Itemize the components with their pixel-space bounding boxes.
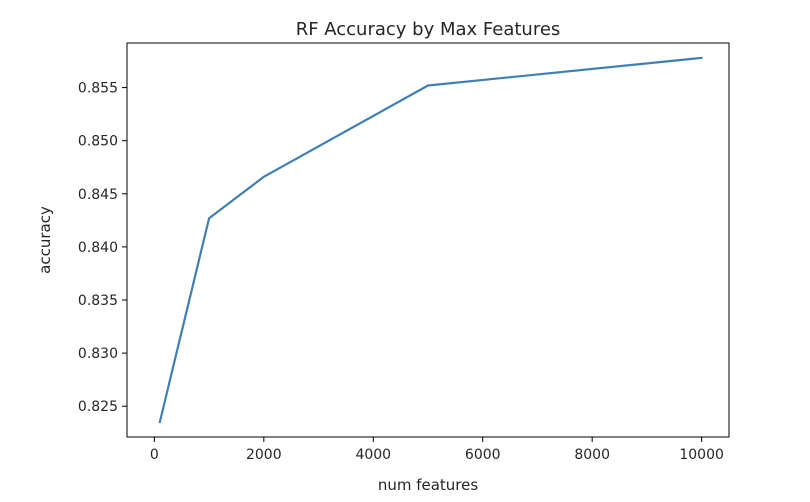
y-axis-ticks: 0.825 0.830 0.835 0.840 0.845 0.850 0.855	[78, 81, 127, 415]
x-tick-label: 10000	[679, 447, 724, 463]
accuracy-series-line	[158, 56, 703, 424]
y-tick-label: 0.830	[78, 346, 118, 362]
x-tick-label: 2000	[246, 447, 282, 463]
y-tick-label: 0.845	[78, 187, 118, 203]
y-tick-label: 0.825	[78, 399, 118, 415]
y-tick-label: 0.840	[78, 240, 118, 256]
x-tick-label: 6000	[465, 447, 501, 463]
y-axis-label: accuracy	[36, 206, 54, 274]
y-tick-label: 0.835	[78, 293, 118, 309]
x-axis-label: num features	[378, 476, 479, 494]
chart-title: RF Accuracy by Max Features	[296, 19, 561, 40]
x-tick-label: 8000	[574, 447, 610, 463]
x-axis-ticks: 0 2000 4000 6000 8000 10000	[150, 437, 724, 463]
y-tick-label: 0.855	[78, 81, 118, 97]
x-tick-label: 0	[150, 447, 159, 463]
y-tick-label: 0.850	[78, 134, 118, 150]
plot-frame	[126, 42, 730, 438]
x-tick-label: 4000	[355, 447, 391, 463]
